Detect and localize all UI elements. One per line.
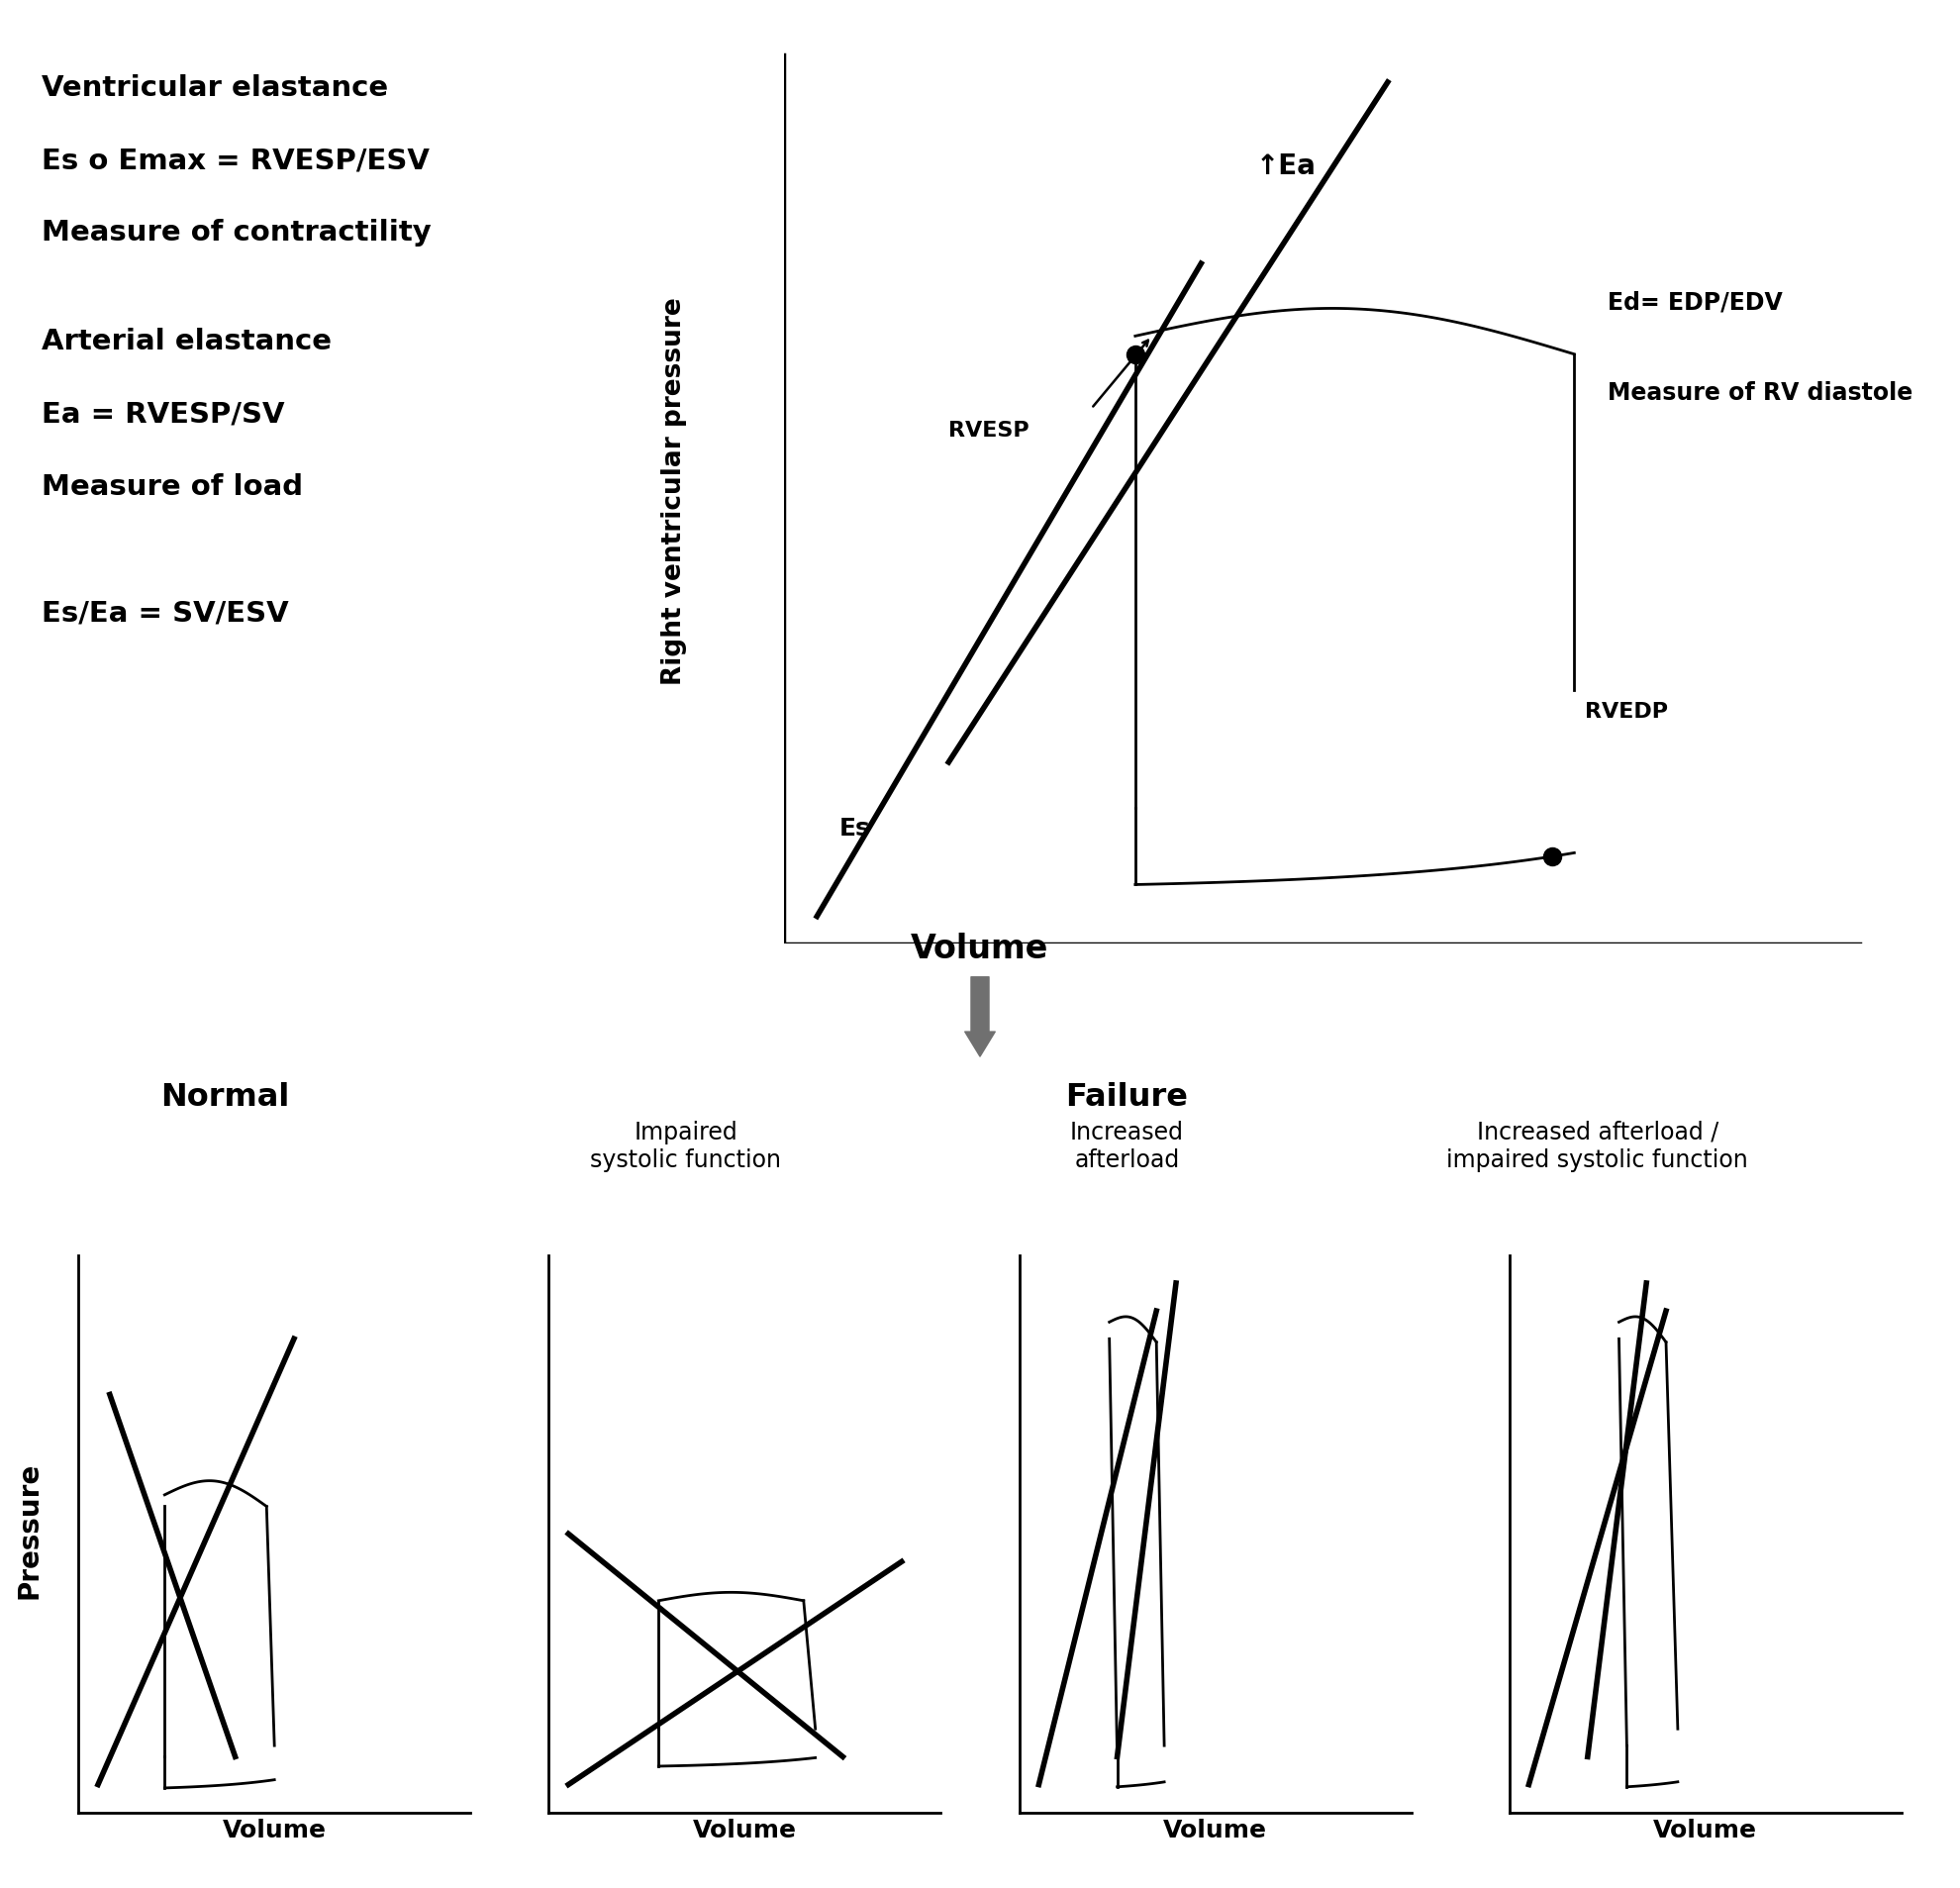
FancyArrowPatch shape [964,978,996,1057]
Text: Ed= EDP/EDV: Ed= EDP/EDV [1607,291,1782,315]
Text: Impaired
systolic function: Impaired systolic function [590,1120,782,1171]
Text: Ea = RVESP/SV: Ea = RVESP/SV [41,400,284,429]
Text: Measure of contractility: Measure of contractility [41,219,431,247]
Text: Increased
afterload: Increased afterload [1070,1120,1184,1171]
Text: Normal: Normal [161,1082,290,1112]
Text: Ventricular elastance: Ventricular elastance [41,74,388,102]
Text: Measure of RV diastole: Measure of RV diastole [1607,381,1913,406]
Text: Measure of load: Measure of load [41,472,304,500]
Text: RVEDP: RVEDP [1586,702,1668,721]
Text: Failure: Failure [1066,1082,1188,1112]
Text: Es o Emax = RVESP/ESV: Es o Emax = RVESP/ESV [41,147,429,174]
X-axis label: Volume: Volume [692,1818,798,1841]
Text: RVESP: RVESP [949,421,1029,440]
Text: ↑Ea: ↑Ea [1256,151,1317,179]
Text: Right ventricular pressure: Right ventricular pressure [661,296,688,685]
Text: Pressure: Pressure [16,1461,43,1597]
Text: Volume: Volume [911,933,1049,965]
X-axis label: Volume: Volume [221,1818,327,1841]
Text: Es: Es [839,816,870,840]
X-axis label: Volume: Volume [1652,1818,1758,1841]
X-axis label: Volume: Volume [1162,1818,1268,1841]
Text: Increased afterload /
impaired systolic function: Increased afterload / impaired systolic … [1446,1120,1748,1171]
Text: Arterial elastance: Arterial elastance [41,329,331,355]
Text: Es/Ea = SV/ESV: Es/Ea = SV/ESV [41,600,288,627]
